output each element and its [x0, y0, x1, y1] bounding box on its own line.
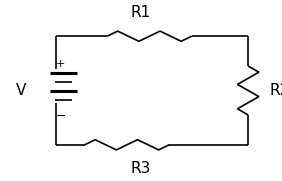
Text: +: +: [56, 59, 65, 69]
Text: V: V: [16, 83, 26, 98]
Text: R2: R2: [269, 83, 282, 98]
Text: R3: R3: [131, 161, 151, 176]
Text: −: −: [55, 110, 66, 123]
Text: R1: R1: [131, 5, 151, 20]
